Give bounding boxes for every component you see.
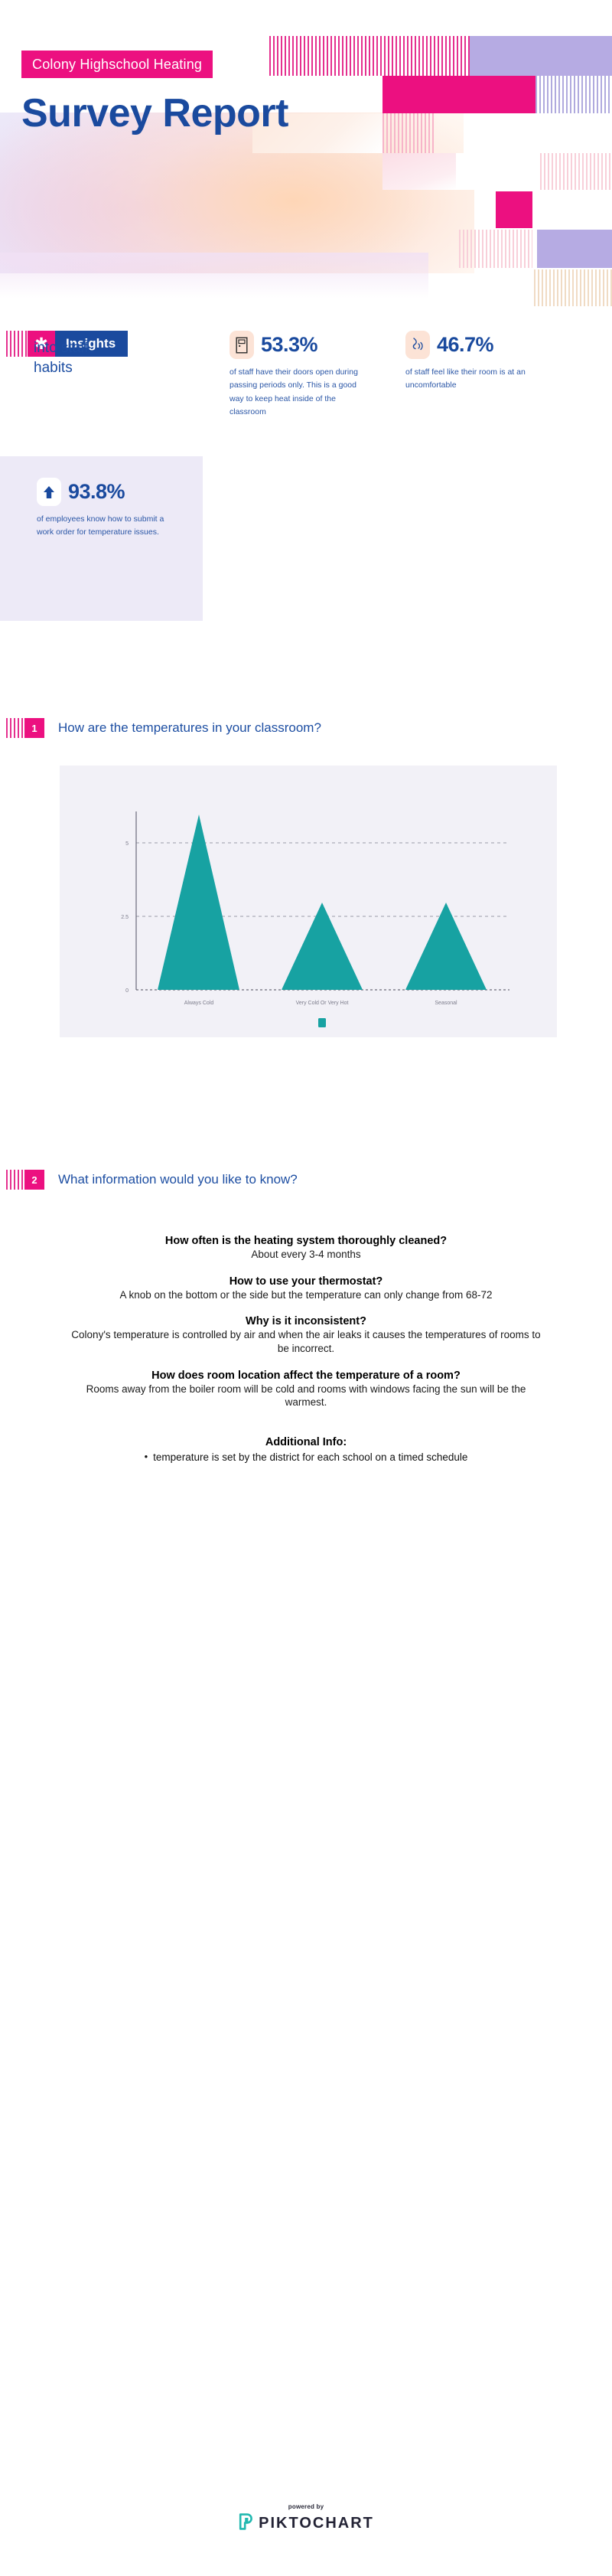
faq-spacer [0, 1262, 612, 1275]
faq-answer: Rooms away from the boiler room will be … [86, 1383, 526, 1409]
faq-section: How often is the heating system thorough… [0, 1234, 612, 1464]
piktochart-wordmark: PIKTOCHART [259, 2515, 374, 2532]
y-tick-0: 0 [125, 988, 129, 994]
stat-header: 93.8% [37, 478, 174, 506]
decor-stripes-badge [6, 331, 28, 357]
stat-card-workorder-backdrop [0, 456, 203, 621]
x-tick-very-cold-or-very-hot: Very Cold Or Very Hot [296, 1001, 349, 1006]
arrow-up-icon [37, 478, 61, 506]
additional-info-text: temperature is set by the district for e… [153, 1451, 468, 1463]
decor-block-white-mid [456, 153, 540, 190]
header-banner: Colony Highschool Heating Survey Report [0, 0, 612, 306]
asterisk-icon: ✱ [28, 331, 55, 357]
decor-stripes-pink-top [269, 36, 470, 76]
decor-stripes-rose-mid [382, 113, 436, 153]
page-title: Survey Report [21, 91, 288, 135]
decor-stripes-q1 [6, 718, 24, 738]
chart-legend-swatch [318, 1018, 326, 1027]
footer: powered by PIKTOCHART [0, 2503, 612, 2534]
faq-question: How to use your thermostat? [229, 1275, 383, 1288]
stat-card-workorder: 93.8% of employees know how to submit a … [37, 478, 174, 540]
door-icon [230, 331, 254, 359]
decor-block-pink-small [496, 191, 532, 228]
insights-section: ✱ Insights into staff habits 53.3% of st… [0, 306, 612, 635]
faq-spacer [0, 1356, 612, 1369]
chart-card: 0 2.5 5 Always Cold Very Cold Or Very Ho… [60, 766, 557, 1037]
faq-answer: Colony's temperature is controlled by ai… [71, 1329, 541, 1355]
faq-spacer-large [0, 1409, 612, 1435]
decor-block-white-right [464, 113, 612, 153]
stat-header: 46.7% [405, 331, 543, 359]
decor-block-pink-mid [382, 76, 536, 113]
insights-subtitle: into staff habits [34, 340, 89, 376]
additional-info-bullet: • temperature is set by the district for… [0, 1451, 612, 1464]
header-tagline: Colony Highschool Heating [21, 51, 213, 78]
stat-percent: 93.8% [68, 480, 125, 503]
decor-stripes-purple-right [536, 76, 612, 113]
question-2-header: 2 What information would you like to kno… [6, 1170, 298, 1190]
faq-answer: About every 3-4 months [251, 1249, 361, 1261]
bullet-glyph: • [144, 1450, 148, 1462]
stat-percent: 46.7% [437, 333, 494, 356]
additional-info-title: Additional Info: [265, 1435, 347, 1448]
faq-answer: A knob on the bottom or the side but the… [119, 1288, 493, 1301]
y-tick-2-5: 2.5 [121, 915, 129, 920]
question-2-text: What information would you like to know? [58, 1172, 298, 1187]
stat-description: of staff feel like their room is at an u… [405, 367, 526, 390]
stat-description: of staff have their doors open during pa… [230, 367, 358, 416]
insights-badge-label: Insights [55, 331, 129, 357]
stat-description: of employees know how to submit a work o… [37, 514, 164, 537]
question-1-number: 1 [24, 718, 44, 738]
faq-spacer [0, 1301, 612, 1314]
powered-by-label: powered by [288, 2503, 324, 2510]
piktochart-brand[interactable]: PIKTOCHART [0, 2513, 612, 2534]
decor-wash-peach [252, 113, 382, 153]
decor-stripes-cream-bottom [534, 269, 612, 306]
decor-stripes-rose-far [540, 153, 612, 190]
area-peak-very-cold-or-very-hot [282, 903, 363, 990]
decor-stripes-rose-low [459, 230, 532, 268]
area-peak-always-cold [158, 815, 239, 990]
stat-card-doors: 53.3% of staff have their doors open dur… [230, 331, 367, 419]
temperature-area-chart: 0 2.5 5 Always Cold Very Cold Or Very Ho… [121, 811, 509, 1027]
x-tick-seasonal: Seasonal [435, 1001, 457, 1006]
stat-percent: 53.3% [261, 333, 318, 356]
question-2-number: 2 [24, 1170, 44, 1190]
stat-card-comfort: 46.7% of staff feel like their room is a… [405, 331, 543, 393]
decor-stripes-q2 [6, 1170, 24, 1190]
decor-block-purple-bottom [537, 230, 612, 268]
area-peak-seasonal [405, 903, 487, 990]
insights-badge: ✱ Insights [6, 331, 129, 357]
decor-block-purple-top [470, 36, 612, 76]
x-tick-always-cold: Always Cold [184, 1001, 214, 1006]
faq-question: How often is the heating system thorough… [164, 1235, 448, 1247]
header-gradient-wash-lower [0, 253, 428, 299]
question-1-text: How are the temperatures in your classro… [58, 720, 321, 735]
y-tick-5: 5 [125, 841, 129, 847]
decor-wash-rose [382, 153, 456, 190]
thermometer-wind-icon [405, 331, 430, 359]
piktochart-logo-icon [238, 2513, 253, 2534]
faq-question: How does room location affect the temper… [151, 1369, 461, 1382]
faq-question: Why is it inconsistent? [246, 1315, 366, 1328]
stat-header: 53.3% [230, 331, 367, 359]
question-1-header: 1 How are the temperatures in your class… [6, 718, 321, 738]
